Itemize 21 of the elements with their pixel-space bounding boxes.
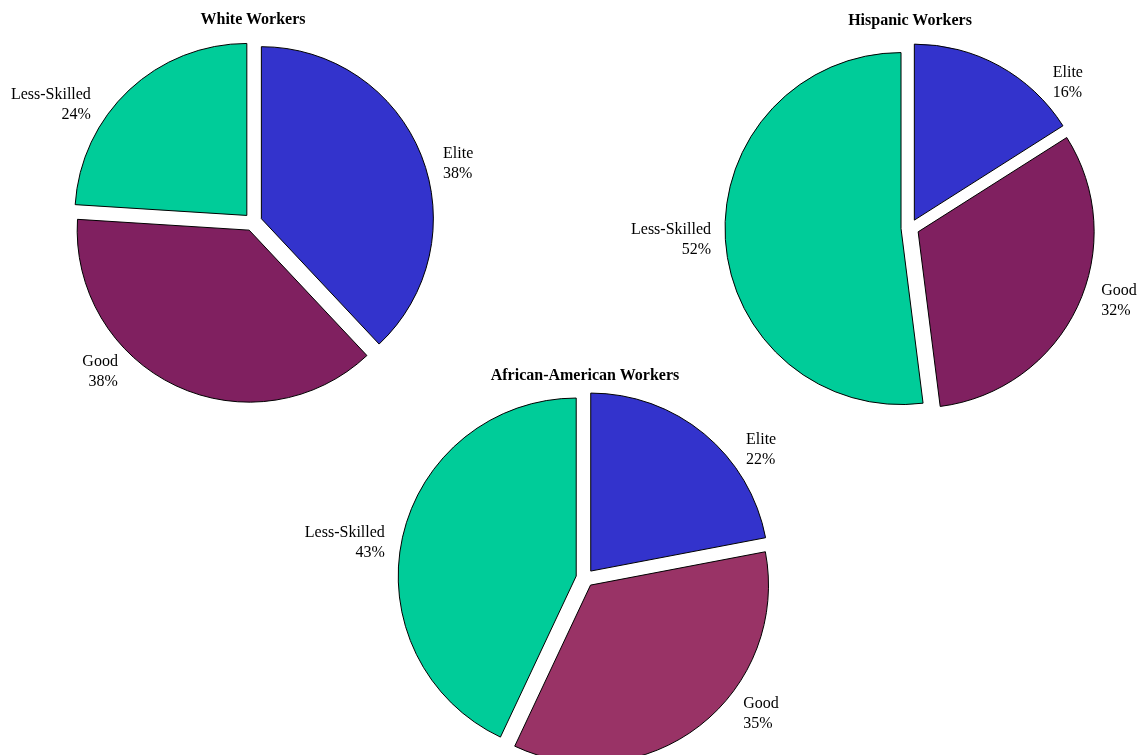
slice-label: Less-Skilled <box>304 523 385 541</box>
data-label: 16% <box>1052 83 1083 101</box>
data-label: 38% <box>443 163 473 181</box>
data-label: 43% <box>355 543 385 561</box>
slice-label: Good <box>82 351 118 369</box>
slice-label: Less-Skilled <box>10 84 91 102</box>
data-label: 22% <box>746 449 776 467</box>
data-label: 38% <box>88 371 118 389</box>
chart-title: Hispanic Workers <box>848 11 972 29</box>
data-label: 24% <box>61 104 91 122</box>
chart-title: White Workers <box>200 10 306 27</box>
slice-label: Elite <box>1052 63 1083 81</box>
slice-label: Less-Skilled <box>631 220 712 238</box>
slice-label: Good <box>743 693 779 711</box>
chart-title: African-American Workers <box>490 366 680 383</box>
slice-label: Elite <box>746 429 777 447</box>
data-label: 35% <box>743 713 773 731</box>
slice-label: Elite <box>443 143 474 161</box>
data-label: 52% <box>681 240 712 258</box>
slice-label: Good <box>1101 281 1137 299</box>
data-label: 32% <box>1101 301 1131 319</box>
